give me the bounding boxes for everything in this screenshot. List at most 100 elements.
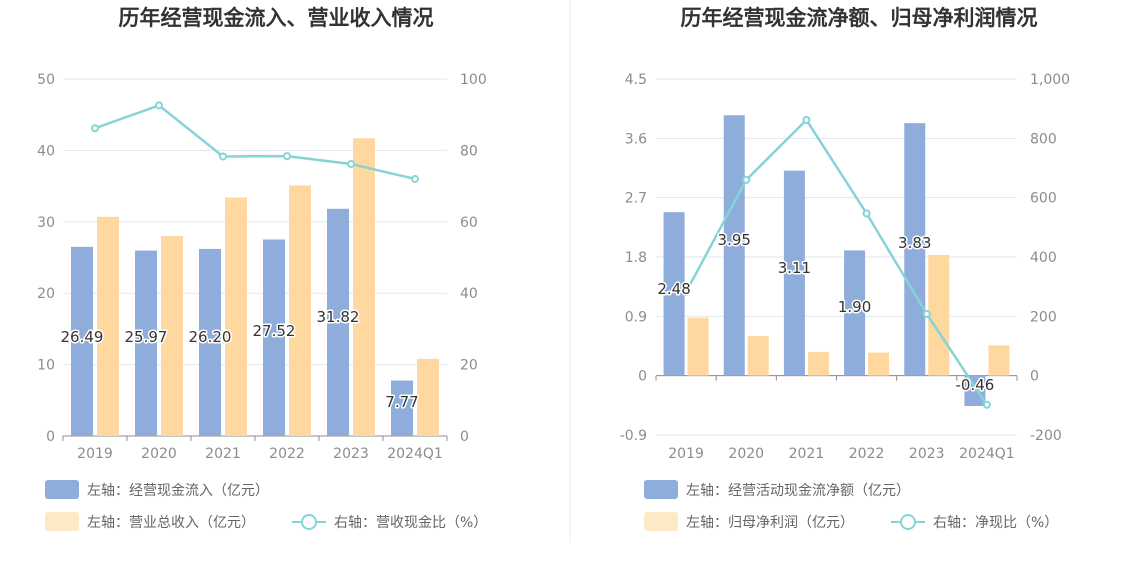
bar-secondary[interactable] bbox=[161, 236, 183, 436]
data-label: 27.52 bbox=[253, 322, 296, 340]
left-axis-tick: -0.9 bbox=[620, 428, 647, 444]
line-point[interactable] bbox=[155, 101, 163, 110]
bar-primary[interactable] bbox=[391, 380, 413, 436]
line-point[interactable] bbox=[862, 209, 871, 218]
x-axis-label: 2019 bbox=[77, 446, 113, 462]
data-label: 25.97 bbox=[125, 328, 168, 346]
right-axis-tick: 600 bbox=[1030, 191, 1057, 207]
data-label: -0.46 bbox=[956, 376, 995, 394]
right-axis-tick: 0 bbox=[460, 429, 469, 445]
bar-secondary[interactable] bbox=[353, 138, 375, 436]
x-axis-label: 2022 bbox=[269, 446, 305, 462]
bar-primary[interactable] bbox=[844, 250, 866, 376]
right-axis-tick: 0 bbox=[1030, 369, 1039, 385]
chart-title: 历年经营现金流净额、归母净利润情况 bbox=[681, 6, 1038, 30]
bar-primary[interactable] bbox=[71, 246, 93, 436]
data-label: 7.77 bbox=[385, 393, 418, 411]
data-label: 3.83 bbox=[898, 234, 931, 252]
bar-primary[interactable] bbox=[199, 248, 221, 436]
right-axis-tick: 60 bbox=[460, 215, 478, 231]
legend-item-net-cashflow[interactable]: 左轴：经营活动现金流净额（亿元） bbox=[644, 480, 910, 499]
data-label: 1.90 bbox=[838, 298, 871, 316]
bar-secondary[interactable] bbox=[289, 185, 311, 436]
line-point[interactable] bbox=[219, 152, 227, 161]
left-axis-tick: 30 bbox=[37, 215, 55, 231]
right-axis-tick: 400 bbox=[1030, 250, 1057, 266]
right-axis-tick: 200 bbox=[1030, 309, 1057, 325]
x-axis-label: 2022 bbox=[849, 446, 885, 462]
data-label: 26.49 bbox=[61, 328, 104, 346]
right-axis-tick: 1,000 bbox=[1030, 72, 1070, 88]
bar-primary[interactable] bbox=[964, 375, 986, 406]
left-axis-tick: 3.6 bbox=[625, 131, 647, 147]
right-axis-tick: 20 bbox=[460, 358, 478, 374]
legend-marker bbox=[900, 514, 916, 530]
line-point[interactable] bbox=[982, 400, 991, 409]
bar-primary[interactable] bbox=[263, 239, 285, 436]
x-axis-label: 2024Q1 bbox=[959, 446, 1015, 462]
x-axis-label: 2020 bbox=[728, 446, 764, 462]
legend-swatch bbox=[644, 480, 678, 499]
line-point[interactable] bbox=[682, 288, 691, 297]
bar-secondary[interactable] bbox=[225, 197, 247, 436]
left-axis-tick: 40 bbox=[37, 143, 55, 159]
left-axis-tick: 4.5 bbox=[625, 72, 647, 88]
line-point[interactable] bbox=[411, 174, 419, 183]
legend-item-cash-inflow[interactable]: 左轴：经营现金流入（亿元） bbox=[45, 480, 269, 499]
left-axis-tick: 50 bbox=[37, 72, 55, 88]
legend-item-revenue[interactable]: 左轴：营业总收入（亿元） bbox=[45, 512, 255, 531]
legend-label: 右轴：净现比（%） bbox=[933, 515, 1058, 531]
legend-swatch bbox=[644, 512, 678, 531]
x-axis-label: 2023 bbox=[909, 446, 945, 462]
data-label: 2.48 bbox=[657, 280, 690, 298]
bar-primary[interactable] bbox=[327, 208, 349, 436]
legend-marker bbox=[301, 514, 317, 530]
line-series bbox=[94, 104, 416, 181]
legend-swatch bbox=[45, 512, 79, 531]
line-point[interactable] bbox=[283, 152, 291, 161]
chart-title: 历年经营现金流入、营业收入情况 bbox=[119, 6, 434, 30]
line-point[interactable] bbox=[91, 124, 99, 133]
bar-secondary[interactable] bbox=[868, 352, 890, 376]
legend-item-net-cash-ratio[interactable]: 右轴：净现比（%） bbox=[891, 514, 1058, 531]
right-axis-tick: 80 bbox=[460, 143, 478, 159]
bar-secondary[interactable] bbox=[747, 336, 769, 376]
x-axis-label: 2019 bbox=[668, 446, 704, 462]
data-label: 31.82 bbox=[317, 308, 360, 326]
bar-primary[interactable] bbox=[135, 250, 157, 436]
line-point[interactable] bbox=[742, 175, 751, 184]
left-axis-tick: 20 bbox=[37, 286, 55, 302]
right-axis-tick: 100 bbox=[460, 72, 487, 88]
line-point[interactable] bbox=[922, 309, 931, 318]
bar-secondary[interactable] bbox=[97, 216, 119, 436]
bar-secondary[interactable] bbox=[928, 255, 950, 376]
legend-item-net-profit[interactable]: 左轴：归母净利润（亿元） bbox=[644, 512, 854, 531]
bar-primary[interactable] bbox=[783, 170, 805, 376]
x-axis-label: 2020 bbox=[141, 446, 177, 462]
left-axis-tick: 2.7 bbox=[625, 191, 647, 207]
line-point[interactable] bbox=[802, 115, 811, 124]
legend-item-cash-ratio[interactable]: 右轴：营收现金比（%） bbox=[292, 514, 487, 531]
bar-primary[interactable] bbox=[904, 123, 926, 376]
right-axis-tick: 40 bbox=[460, 286, 478, 302]
left-axis-tick: 0 bbox=[46, 429, 55, 445]
bar-secondary[interactable] bbox=[687, 317, 709, 376]
left-axis-tick: 0 bbox=[638, 369, 647, 385]
x-axis-label: 2023 bbox=[333, 446, 369, 462]
x-axis-label: 2024Q1 bbox=[387, 446, 443, 462]
bar-secondary[interactable] bbox=[988, 345, 1010, 376]
data-label: 3.95 bbox=[718, 231, 751, 249]
left-axis-tick: 10 bbox=[37, 358, 55, 374]
legend-label: 左轴：营业总收入（亿元） bbox=[87, 515, 255, 531]
left-axis-tick: 1.8 bbox=[625, 250, 647, 266]
line-point[interactable] bbox=[347, 159, 355, 168]
bar-secondary[interactable] bbox=[417, 358, 439, 436]
legend-swatch bbox=[45, 480, 79, 499]
bar-primary[interactable] bbox=[663, 212, 685, 376]
x-axis-label: 2021 bbox=[205, 446, 241, 462]
bar-primary[interactable] bbox=[723, 115, 745, 376]
bar-secondary[interactable] bbox=[807, 351, 829, 376]
right-axis-tick: -200 bbox=[1030, 428, 1062, 444]
